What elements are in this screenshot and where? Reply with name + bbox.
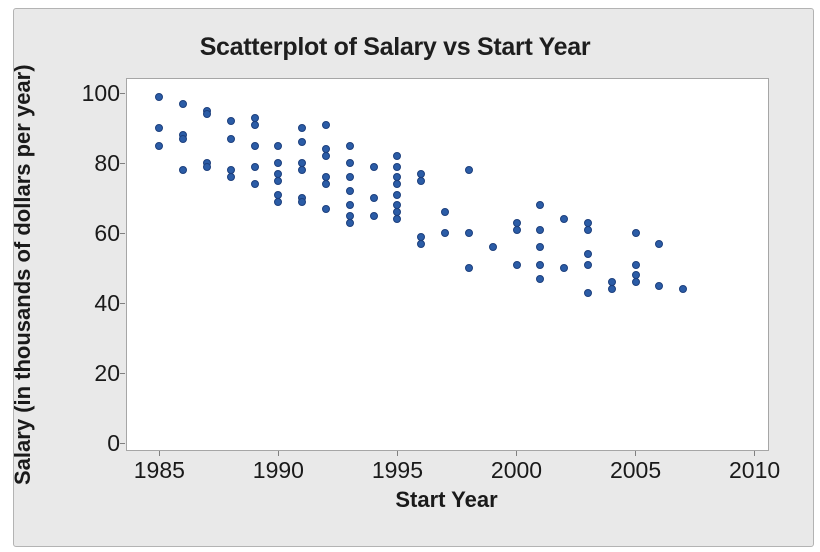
data-point (202, 162, 211, 171)
data-point (226, 134, 235, 143)
y-axis-tick-label: 40 (94, 290, 120, 317)
data-point (607, 285, 616, 294)
data-point (155, 92, 164, 101)
data-point (226, 173, 235, 182)
data-point (393, 162, 402, 171)
data-point (369, 211, 378, 220)
data-point (512, 260, 521, 269)
data-point (441, 208, 450, 217)
data-point (655, 239, 664, 248)
y-axis-tick-label: 100 (81, 80, 120, 107)
data-point (560, 215, 569, 224)
data-point (298, 197, 307, 206)
y-axis-tick-label: 0 (107, 430, 120, 457)
plot-area (126, 78, 769, 451)
data-point (631, 260, 640, 269)
data-point (179, 134, 188, 143)
data-point (583, 288, 592, 297)
data-point (345, 187, 354, 196)
x-axis-tick-label: 1985 (133, 457, 185, 483)
data-point (393, 152, 402, 161)
data-point (536, 201, 545, 210)
data-point (488, 243, 497, 252)
y-axis-tick-mark (120, 92, 125, 94)
data-point (560, 264, 569, 273)
y-axis-tick-label: 80 (94, 150, 120, 177)
x-axis-tick-mark (396, 451, 398, 456)
data-point (631, 278, 640, 287)
data-point (441, 229, 450, 238)
data-point (298, 166, 307, 175)
data-point (322, 120, 330, 129)
x-axis-tick-mark (635, 451, 637, 456)
data-point (179, 99, 188, 108)
data-point (417, 176, 426, 185)
data-point (393, 215, 402, 224)
data-point (274, 141, 283, 150)
x-axis-tick-mark (158, 451, 160, 456)
data-point (155, 141, 164, 150)
data-point (583, 250, 592, 259)
y-axis-tick-mark (120, 442, 125, 444)
data-point (679, 285, 688, 294)
data-point (274, 197, 283, 206)
data-point (155, 124, 164, 133)
data-point (536, 274, 545, 283)
data-point (345, 141, 354, 150)
data-point (322, 204, 330, 213)
y-axis-tick-mark (120, 162, 125, 164)
data-point (583, 225, 592, 234)
data-point (393, 180, 402, 189)
data-point (345, 218, 354, 227)
data-point (202, 110, 211, 119)
data-point (417, 239, 426, 248)
x-axis-tick-mark (516, 451, 517, 456)
data-point (631, 229, 640, 238)
x-axis-label: Start Year (395, 487, 498, 512)
data-point (322, 152, 330, 161)
x-axis-tick-mark (277, 451, 279, 456)
data-point (583, 260, 592, 269)
data-point (369, 162, 378, 171)
x-axis-tick-label: 1990 (252, 457, 304, 483)
x-axis-tick-label: 2005 (609, 457, 662, 483)
data-point (250, 162, 259, 171)
data-point (179, 166, 188, 175)
data-point (536, 260, 545, 269)
data-point (536, 243, 545, 252)
x-axis-tick-mark (754, 451, 756, 456)
data-point (655, 281, 664, 290)
data-point (345, 173, 354, 182)
data-point (512, 225, 521, 234)
data-point (250, 120, 259, 129)
data-point (298, 138, 307, 147)
y-axis-tick-mark (120, 302, 125, 304)
data-point (393, 190, 402, 199)
data-point (464, 229, 473, 238)
data-point (369, 194, 378, 203)
data-point (226, 117, 235, 126)
y-axis-tick-label: 20 (94, 360, 120, 387)
data-point (464, 264, 473, 273)
x-axis-tick-label: 2010 (729, 457, 781, 483)
data-point (345, 159, 354, 168)
data-point (274, 176, 283, 185)
y-axis-label: Salary (in thousands of dollars per year… (10, 64, 35, 486)
data-point (274, 159, 283, 168)
y-axis-tick-label: 60 (94, 220, 120, 247)
data-point (250, 141, 259, 150)
x-axis-tick-label: 1995 (371, 457, 424, 483)
data-point (345, 201, 354, 210)
data-point (250, 180, 259, 189)
data-point (322, 180, 330, 189)
data-point (464, 166, 473, 175)
y-axis-tick-mark (120, 372, 125, 374)
x-axis-tick-label: 2000 (490, 457, 543, 483)
data-point (298, 124, 307, 133)
chart-title: Scatterplot of Salary vs Start Year (199, 33, 591, 61)
data-point (536, 225, 545, 234)
y-axis-tick-mark (120, 232, 125, 234)
